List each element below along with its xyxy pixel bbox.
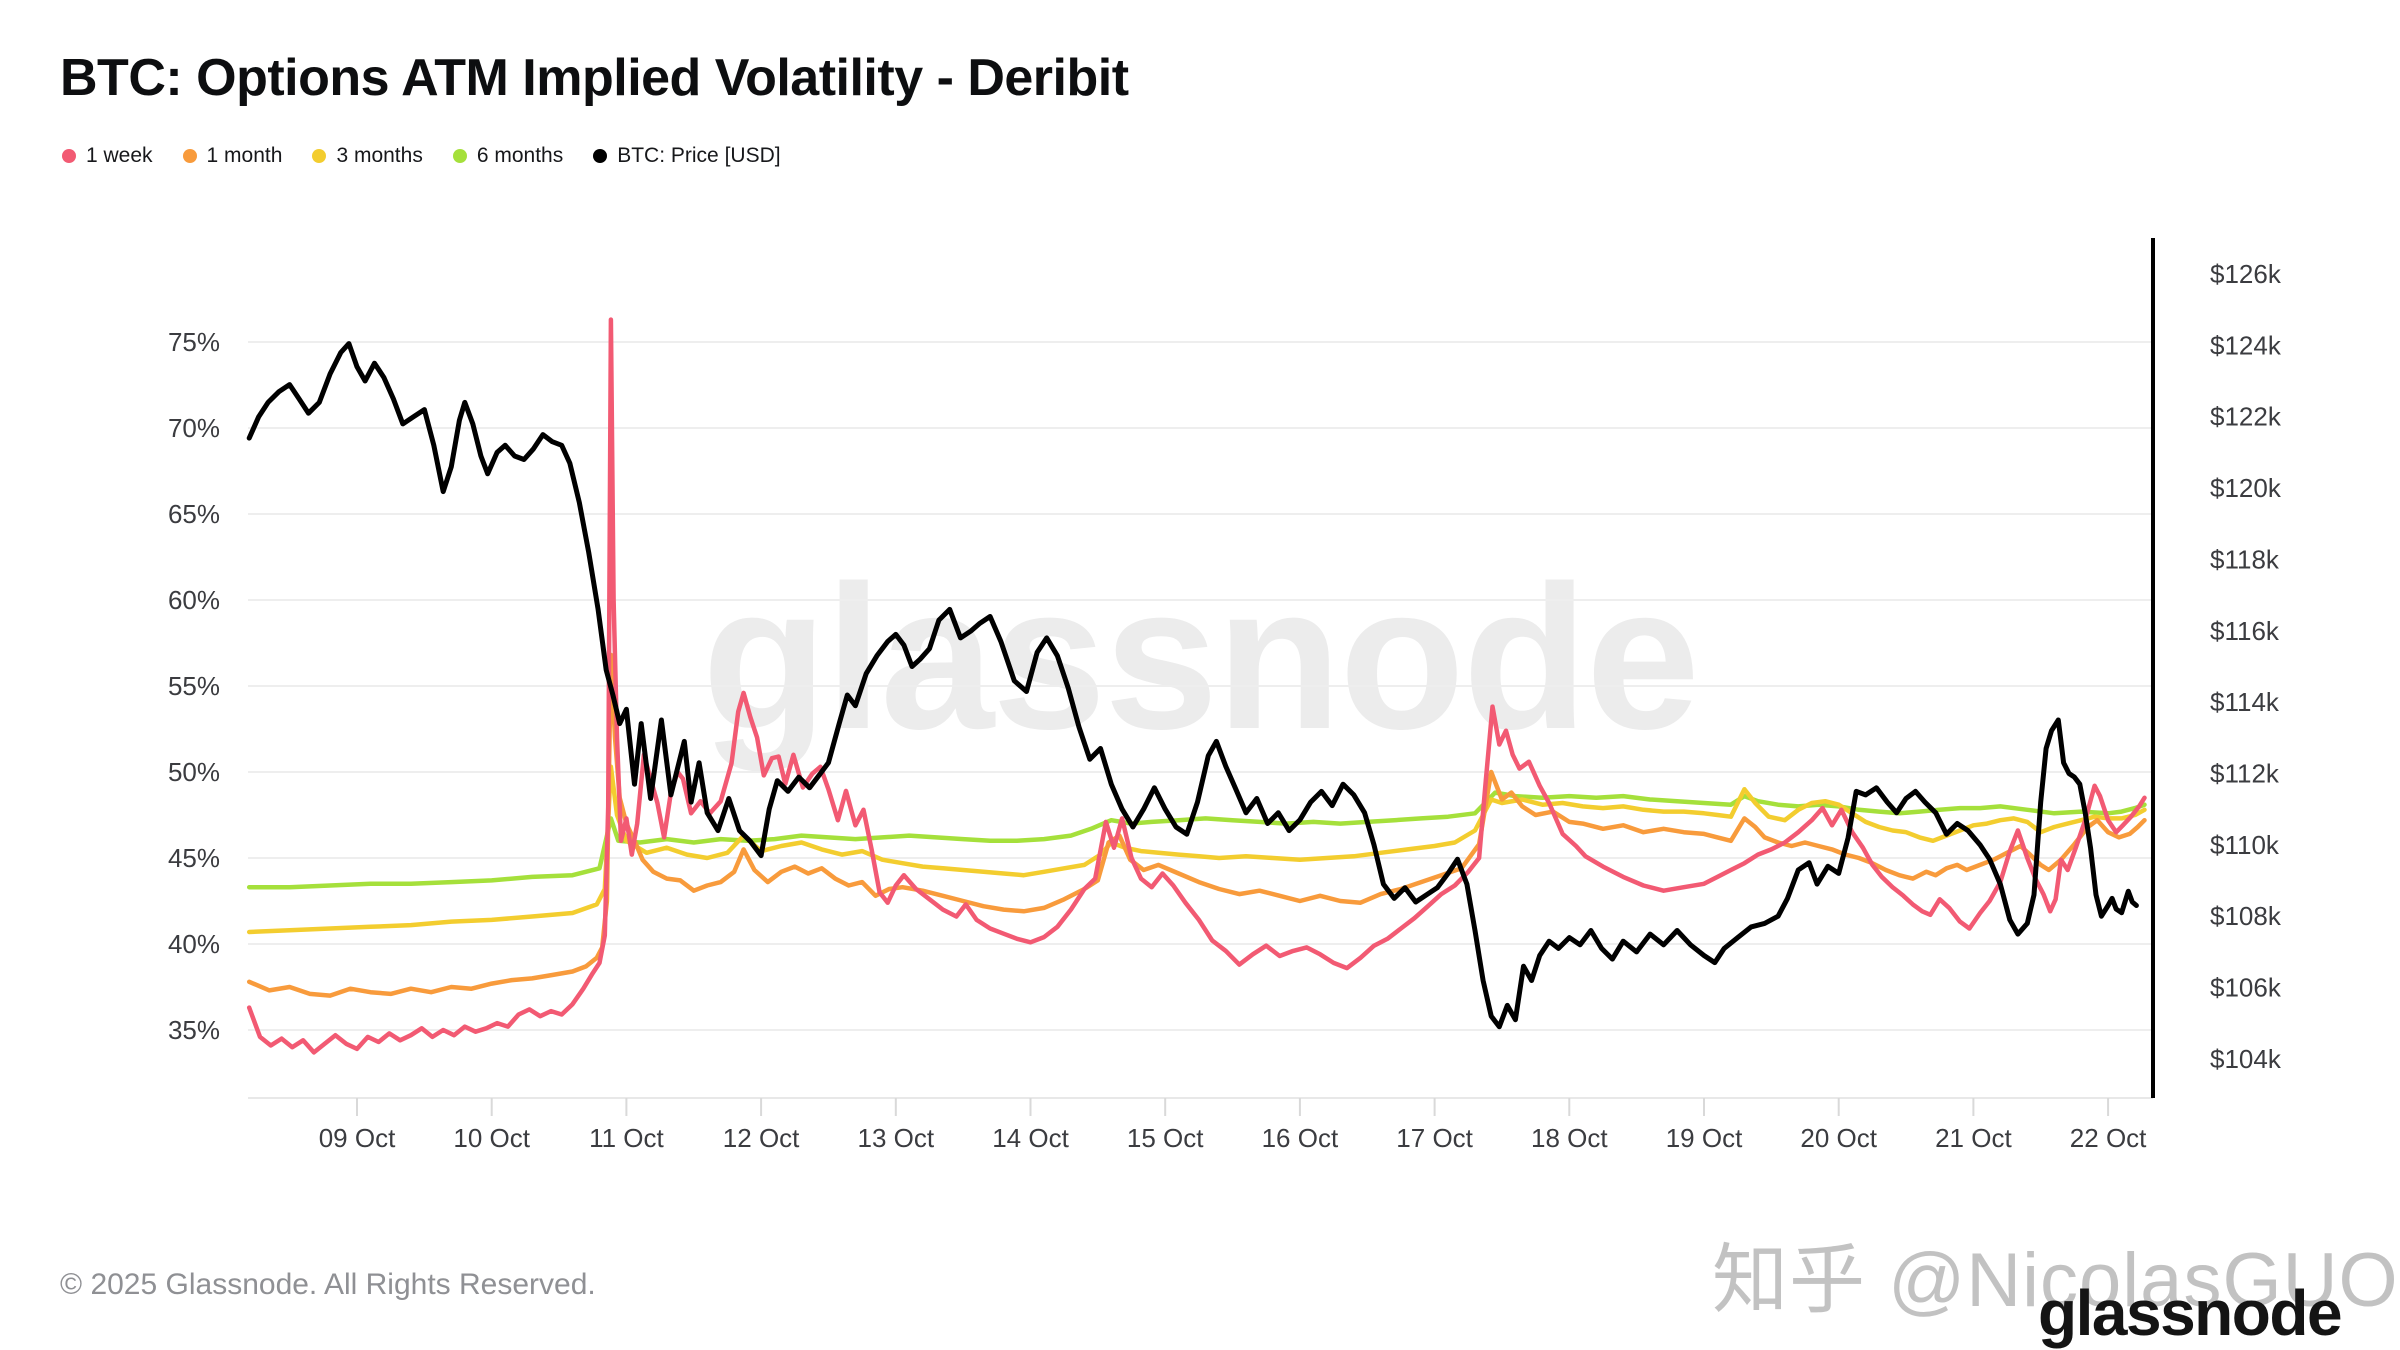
legend-item-1-week[interactable]: 1 week [62, 144, 153, 168]
legend-item-6-months[interactable]: 6 months [452, 144, 564, 168]
y-right-tick-label: $110k [2210, 830, 2280, 860]
y-left-tick-label: 65% [168, 499, 220, 529]
y-right-tick-label: $126k [2210, 259, 2282, 289]
y-right-tick-label: $118k [2210, 544, 2280, 574]
y-left-tick-label: 50% [168, 757, 220, 787]
legend-swatch-icon [182, 149, 197, 163]
x-tick-label: 13 Oct [858, 1123, 935, 1153]
legend-item-label: BTC: Price [USD] [617, 144, 781, 167]
y-right-tick-label: $106k [2210, 973, 2282, 1003]
y-right-tick-label: $112k [2210, 759, 2280, 789]
legend-item-label: 6 months [476, 144, 564, 167]
y-left-tick-label: 45% [168, 843, 220, 873]
legend-item-btc-price-usd-[interactable]: BTC: Price [USD] [593, 144, 781, 168]
y-right-tick-label: $114k [2210, 687, 2280, 717]
x-tick-label: 14 Oct [992, 1123, 1069, 1153]
x-tick-label: 10 Oct [453, 1123, 530, 1153]
zhihu-watermark: 知乎 @NicolasGUO [1712, 1238, 2399, 1323]
y-left-tick-label: 70% [168, 413, 220, 443]
x-tick-label: 21 Oct [1935, 1123, 2012, 1153]
x-tick-label: 18 Oct [1531, 1123, 1608, 1153]
legend-swatch-icon [452, 149, 467, 163]
legend-swatch-icon [593, 149, 608, 163]
legend-item-3-months[interactable]: 3 months [312, 144, 423, 168]
x-tick-label: 19 Oct [1666, 1123, 1743, 1153]
x-tick-label: 15 Oct [1127, 1123, 1204, 1153]
series-line-3-months [246, 764, 2147, 935]
x-tick-label: 17 Oct [1396, 1123, 1473, 1153]
glassnode-wordmark: glassnode [2038, 1277, 2343, 1349]
copyright-text: © 2025 Glassnode. All Rights Reserved. [60, 1268, 596, 1301]
x-tick-label: 09 Oct [319, 1123, 396, 1153]
y-left-tick-label: 60% [168, 585, 220, 615]
legend: 1 week 1 month 3 months 6 months BTC: Price … [62, 144, 781, 168]
y-right-tick-label: $124k [2210, 330, 2282, 360]
legend-swatch-icon [62, 149, 76, 163]
y-left-tick-label: 55% [168, 671, 220, 701]
x-tick-label: 16 Oct [1262, 1123, 1339, 1153]
y-right-tick-label: $104k [2210, 1044, 2282, 1074]
x-tick-label: 11 Oct [589, 1123, 664, 1153]
legend-item-label: 1 week [86, 144, 153, 167]
legend-item-label: 3 months [336, 144, 423, 167]
series-line-1-month [246, 652, 2147, 998]
x-tick-label: 22 Oct [2070, 1123, 2147, 1153]
series-line-1-week [246, 317, 2147, 1055]
y-left-tick-label: 75% [168, 327, 220, 357]
y-right-tick-label: $120k [2210, 473, 2282, 503]
legend-swatch-icon [312, 149, 327, 163]
legend-item-label: 1 month [206, 144, 283, 167]
y-right-tick-label: $122k [2210, 402, 2282, 432]
series-line-btc-price-usd- [246, 341, 2139, 1030]
y-right-tick-label: $116k [2210, 616, 2280, 646]
x-tick-label: 20 Oct [1800, 1123, 1877, 1153]
y-left-tick-label: 35% [168, 1015, 220, 1045]
page-title: BTC: Options ATM Implied Volatility - De… [60, 49, 1129, 107]
y-left-tick-label: 40% [168, 929, 220, 959]
x-tick-label: 12 Oct [723, 1123, 800, 1153]
y-right-tick-label: $108k [2210, 901, 2282, 931]
legend-item-1-month[interactable]: 1 month [182, 144, 283, 168]
